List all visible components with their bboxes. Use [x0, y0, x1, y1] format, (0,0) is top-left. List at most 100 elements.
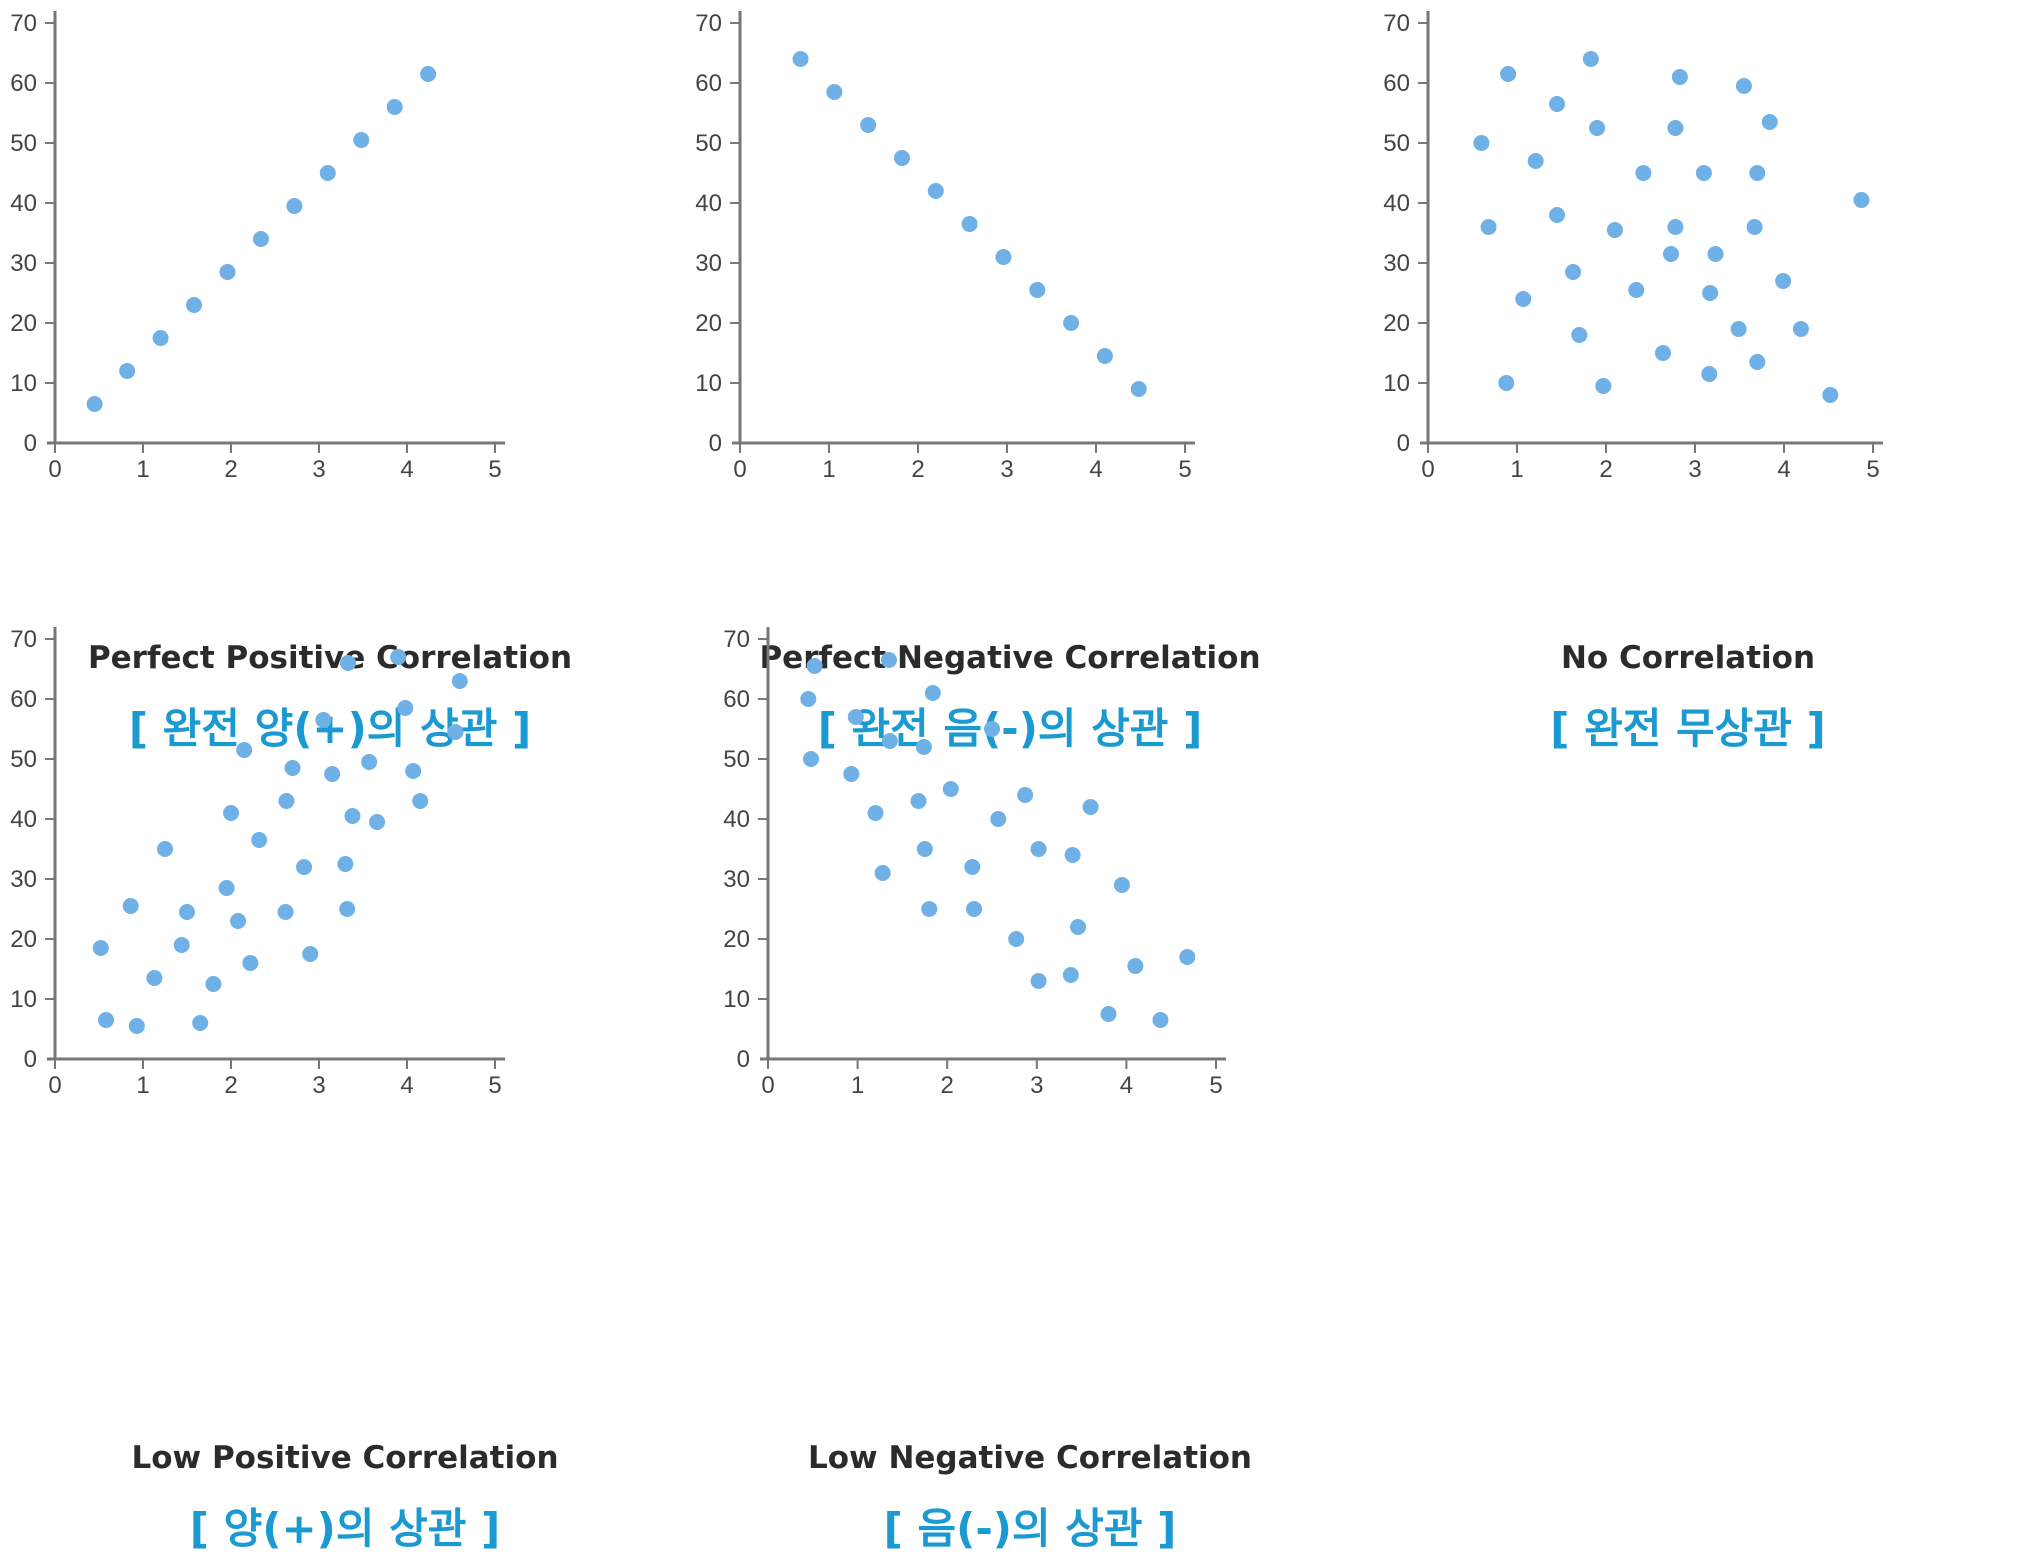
data-point	[361, 754, 378, 770]
data-point	[1127, 958, 1144, 974]
x-tick-label: 3	[312, 456, 325, 483]
data-point	[1113, 877, 1130, 893]
data-point	[1480, 219, 1497, 235]
data-point	[1008, 931, 1025, 947]
x-tick-label: 1	[1510, 456, 1523, 483]
y-tick-label: 40	[695, 190, 722, 217]
data-point	[1730, 321, 1747, 337]
data-point	[296, 859, 313, 875]
data-point	[1549, 207, 1566, 223]
data-point	[302, 946, 319, 962]
data-point	[1582, 51, 1599, 67]
data-point	[218, 880, 235, 896]
y-tick-label: 70	[723, 626, 750, 653]
data-point	[800, 691, 817, 707]
data-point	[344, 808, 361, 824]
x-tick-label: 4	[1777, 456, 1790, 483]
chart-subtitle: [ 완전 양(+)의 상관 ]	[128, 704, 532, 753]
data-point	[1500, 66, 1517, 82]
data-point	[1030, 841, 1047, 857]
data-point	[397, 700, 414, 716]
data-point	[1565, 264, 1582, 280]
data-point	[942, 781, 959, 797]
data-point	[1473, 135, 1490, 151]
data-point	[910, 793, 927, 809]
data-point	[860, 117, 877, 133]
x-tick-label: 5	[488, 1072, 501, 1099]
data-point	[1030, 973, 1047, 989]
y-tick-label: 30	[10, 250, 37, 277]
x-tick-label: 2	[911, 456, 924, 483]
data-point	[874, 865, 891, 881]
data-point	[192, 1015, 209, 1031]
x-tick-label: 5	[1209, 1072, 1222, 1099]
data-point	[353, 132, 370, 148]
data-point	[847, 709, 864, 725]
data-point	[1498, 375, 1515, 391]
y-tick-label: 50	[10, 130, 37, 157]
y-tick-label: 20	[695, 310, 722, 337]
data-point	[1515, 291, 1532, 307]
x-tick-label: 2	[941, 1072, 954, 1099]
chart-title: Low Positive Correlation	[131, 1440, 559, 1476]
data-point	[119, 363, 136, 379]
y-tick-label: 60	[10, 686, 37, 713]
x-tick-label: 4	[1089, 456, 1102, 483]
x-tick-label: 4	[1120, 1072, 1133, 1099]
y-tick-label: 10	[10, 370, 37, 397]
data-point	[286, 198, 303, 214]
y-tick-label: 70	[695, 10, 722, 37]
data-point	[921, 901, 938, 917]
data-point	[1152, 1012, 1169, 1028]
data-point	[128, 1018, 145, 1034]
data-point	[186, 297, 203, 313]
data-point	[1029, 282, 1046, 298]
data-point	[843, 766, 860, 782]
data-point	[1735, 78, 1752, 94]
data-point	[803, 751, 820, 767]
data-point	[1775, 273, 1792, 289]
data-point	[961, 216, 978, 232]
data-point	[880, 652, 897, 668]
data-point	[230, 913, 247, 929]
data-point	[386, 99, 403, 115]
data-point	[1667, 120, 1684, 136]
data-point	[1082, 799, 1099, 815]
data-point	[915, 739, 932, 755]
data-point	[1628, 282, 1645, 298]
x-tick-label: 4	[400, 1072, 413, 1099]
data-point	[205, 976, 222, 992]
y-tick-label: 10	[10, 986, 37, 1013]
scatter-plot: 0 10 20 30 40 50 60 70 0 1 2 3 4 5	[695, 10, 1195, 483]
chart-panel-perfect-negative: 0 10 20 30 40 50 60 70 0 1 2 3 4 5 Perfect Negative C…	[680, 0, 1360, 760]
data-point	[92, 940, 109, 956]
y-tick-label: 50	[723, 746, 750, 773]
data-point	[966, 901, 983, 917]
data-point	[340, 655, 357, 671]
data-point	[1549, 96, 1566, 112]
y-tick-label: 60	[695, 70, 722, 97]
data-point	[1749, 165, 1766, 181]
y-tick-label: 30	[10, 866, 37, 893]
data-point	[927, 183, 944, 199]
data-point	[223, 805, 239, 821]
data-point	[1606, 222, 1623, 238]
data-point	[1792, 321, 1809, 337]
x-tick-label: 5	[488, 456, 501, 483]
chart-subtitle: [ 양(+)의 상관 ]	[189, 1504, 501, 1553]
data-point	[236, 742, 253, 758]
data-point	[157, 841, 173, 857]
x-tick-label: 3	[1688, 456, 1701, 483]
data-point	[1100, 1006, 1117, 1022]
data-point	[806, 658, 823, 674]
x-tick-label: 0	[48, 1072, 61, 1099]
y-tick-label: 10	[723, 986, 750, 1013]
chart-title: Low Negative Correlation	[807, 1440, 1253, 1476]
y-tick-label: 50	[10, 746, 37, 773]
data-point	[284, 760, 301, 776]
data-point	[1667, 219, 1684, 235]
y-tick-label: 40	[723, 806, 750, 833]
chart-panel-perfect-positive: 0 10 20 30 40 50 60 70 0 1 2 3 4 5 Perfect Positive C…	[0, 0, 680, 760]
y-tick-label: 60	[723, 686, 750, 713]
y-tick-label: 50	[695, 130, 722, 157]
